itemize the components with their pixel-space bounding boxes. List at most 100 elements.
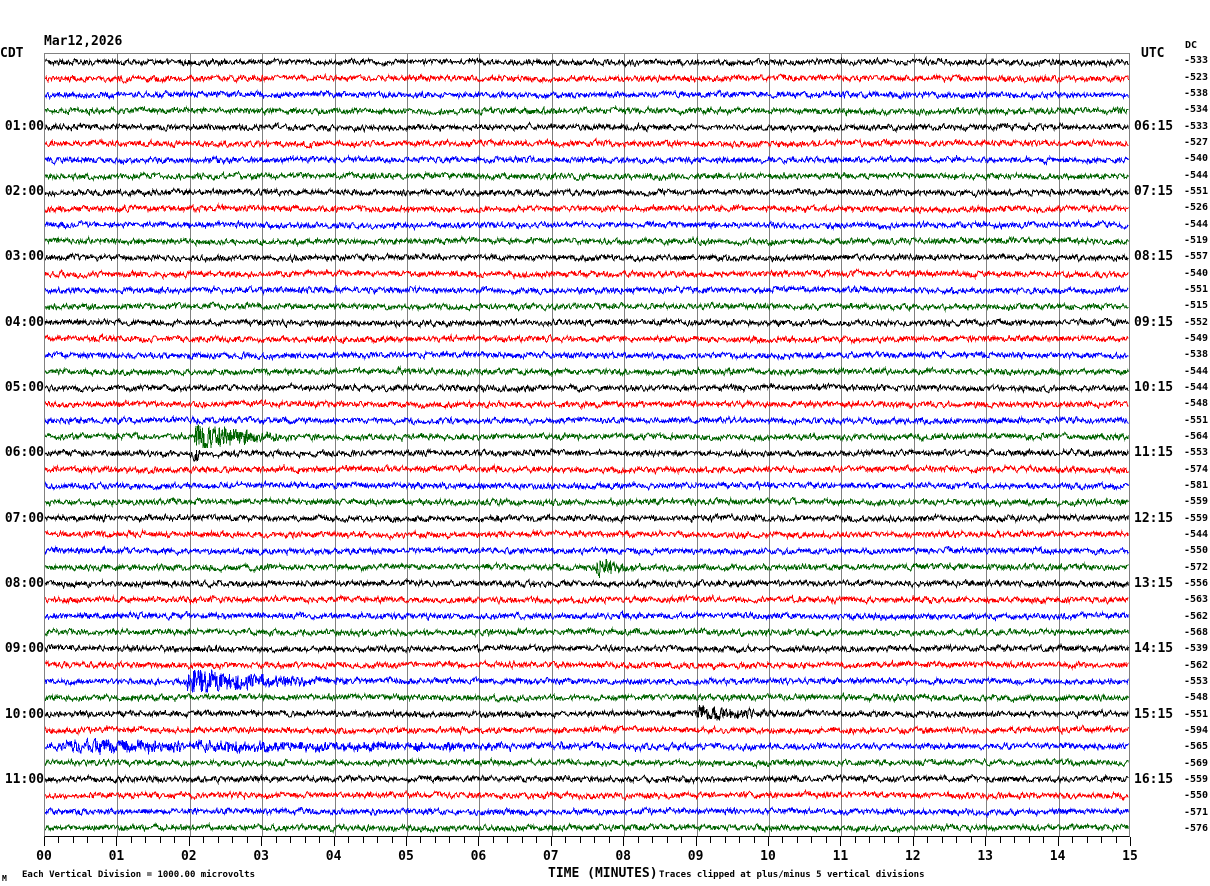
x-minor-tick — [638, 837, 639, 843]
vertical-gridline — [841, 54, 842, 836]
x-tick-label: 12 — [904, 849, 921, 864]
x-minor-tick — [1116, 837, 1117, 843]
x-minor-tick — [493, 837, 494, 843]
x-minor-tick — [609, 837, 610, 843]
x-minor-tick — [203, 837, 204, 843]
seismogram-trace — [45, 186, 1129, 199]
hour-label-cdt: 08:00 — [4, 575, 44, 591]
seismogram-trace — [45, 414, 1129, 427]
x-minor-tick — [710, 837, 711, 843]
x-minor-tick — [435, 837, 436, 843]
x-minor-tick — [725, 837, 726, 843]
x-tick-label: 05 — [398, 849, 414, 864]
trace-layer — [45, 55, 1129, 834]
seismogram-trace — [45, 691, 1129, 704]
x-minor-tick — [971, 837, 972, 843]
x-minor-tick — [73, 837, 74, 843]
dc-value: -559 — [1184, 773, 1209, 785]
seismogram-trace — [45, 301, 1129, 313]
hour-label-cdt: 07:00 — [4, 510, 44, 526]
hour-label-cdt: 06:00 — [4, 445, 44, 461]
dc-value: -523 — [1184, 71, 1209, 83]
x-major-tick — [913, 837, 914, 846]
dc-value: -533 — [1184, 55, 1209, 67]
x-minor-tick — [276, 837, 277, 843]
dc-value: -526 — [1184, 202, 1209, 214]
seismogram-trace — [45, 512, 1129, 525]
dc-value: -553 — [1184, 447, 1209, 459]
x-minor-tick — [898, 837, 899, 843]
hour-label-utc: 09:15 — [1134, 314, 1174, 330]
dc-value: -540 — [1184, 153, 1209, 165]
vertical-gridline — [335, 54, 336, 836]
seismogram-trace — [45, 479, 1129, 492]
x-tick-label: 09 — [687, 849, 704, 864]
x-minor-tick — [305, 837, 306, 843]
x-minor-tick — [1014, 837, 1015, 843]
seismogram-trace — [45, 447, 1129, 462]
x-major-tick — [478, 837, 479, 846]
dc-value: -538 — [1184, 349, 1209, 361]
dc-value: -568 — [1184, 626, 1209, 638]
x-minor-tick — [145, 837, 146, 843]
seismogram-trace — [45, 528, 1129, 541]
seismogram-trace — [45, 317, 1129, 329]
seismogram-trace — [45, 333, 1129, 345]
dc-value: -551 — [1184, 414, 1209, 426]
seismogram-trace — [45, 463, 1129, 476]
dc-value: -564 — [1184, 430, 1209, 442]
vertical-gridline — [697, 54, 698, 836]
x-major-tick — [551, 837, 552, 846]
x-major-tick — [116, 837, 117, 846]
seismogram-trace — [45, 235, 1129, 248]
x-axis-ticks — [44, 837, 1131, 847]
dc-value: -594 — [1184, 724, 1209, 736]
dc-value: -551 — [1184, 283, 1209, 295]
x-minor-tick — [580, 837, 581, 843]
x-tick-label: 00 — [36, 849, 52, 864]
dc-value: -552 — [1184, 316, 1209, 328]
vertical-gridline — [262, 54, 263, 836]
hour-label-utc: 07:15 — [1134, 183, 1174, 199]
seismogram-trace — [45, 349, 1129, 362]
x-minor-tick — [1029, 837, 1030, 843]
seismogram-trace — [45, 284, 1129, 296]
x-tick-label: 07 — [542, 849, 559, 864]
dc-value: -572 — [1184, 561, 1209, 573]
dc-value: -565 — [1184, 741, 1209, 753]
seismogram-trace — [45, 659, 1129, 671]
x-tick-label: 15 — [1122, 849, 1138, 864]
seismogram-trace — [45, 788, 1129, 802]
dc-value: -576 — [1184, 822, 1209, 834]
x-tick-label: 10 — [760, 849, 776, 864]
vertical-gridline — [552, 54, 553, 836]
x-minor-tick — [565, 837, 566, 843]
x-minor-tick — [754, 837, 755, 843]
vertical-gridline — [914, 54, 915, 836]
dc-column-label: DC — [1185, 40, 1198, 51]
dc-value: -515 — [1184, 300, 1209, 312]
x-minor-tick — [811, 837, 812, 843]
x-minor-tick — [869, 837, 870, 843]
dc-value: -550 — [1184, 790, 1209, 802]
x-minor-tick — [522, 837, 523, 843]
seismogram-trace — [45, 154, 1129, 166]
x-tick-label: 08 — [615, 849, 632, 864]
x-minor-tick — [464, 837, 465, 843]
hour-label-utc: 11:15 — [1134, 445, 1174, 461]
dc-value: -581 — [1184, 479, 1209, 491]
x-minor-tick — [363, 837, 364, 843]
x-minor-tick — [681, 837, 682, 843]
dc-value: -562 — [1184, 659, 1209, 671]
dc-value: -553 — [1184, 675, 1209, 687]
x-tick-label: 01 — [108, 849, 125, 864]
seismogram-trace — [45, 737, 1129, 756]
x-minor-tick — [174, 837, 175, 843]
x-tick-label: 03 — [253, 849, 270, 864]
x-minor-tick — [290, 837, 291, 843]
dc-value: -571 — [1184, 806, 1209, 818]
dc-value: -559 — [1184, 496, 1209, 508]
dc-value: -557 — [1184, 251, 1209, 263]
seismogram-trace — [45, 496, 1129, 508]
